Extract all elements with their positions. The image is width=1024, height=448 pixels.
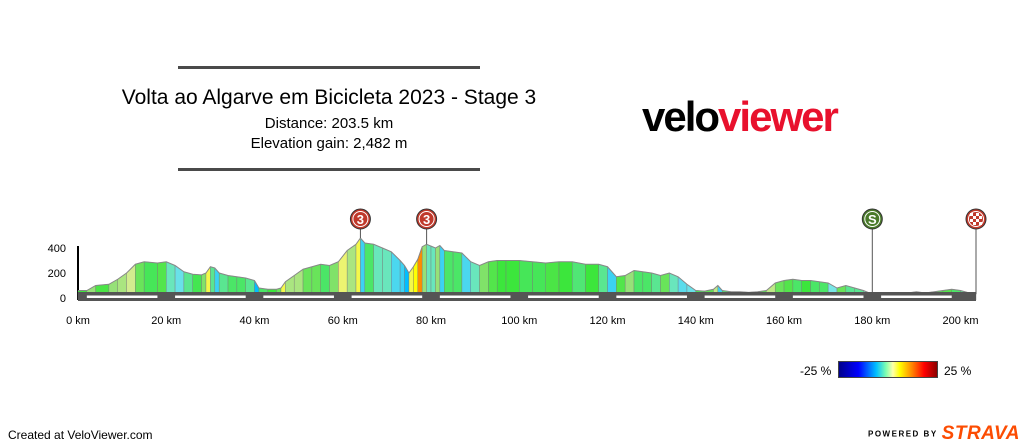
profile-segment [360,237,366,301]
x-tick-label: 120 km [589,315,625,327]
finish-flag-cell [973,216,976,219]
road-dash [175,295,246,298]
title-block: Volta ao Algarve em Bicicleta 2023 - Sta… [122,66,536,172]
finish-flag-cell [970,213,973,216]
finish-flag-cell [976,219,979,222]
marker-ring [864,211,881,227]
x-tick-label: 0 km [66,315,90,327]
legend-min-label: -25 % [800,364,832,378]
x-tick-label: 60 km [328,315,358,327]
profile-segment [435,245,441,301]
x-tick-label: 80 km [416,315,446,327]
marker-ring [968,211,984,227]
y-tick-label: 400 [48,243,66,255]
profile-segment [355,237,361,301]
finish-flag-cell [973,222,976,225]
finish-flag-cell [979,222,982,225]
logo-part-velo: velo [642,93,720,140]
x-tick-label: 20 km [151,315,181,327]
road-bar [78,292,976,301]
road-dash [704,295,776,298]
road-dash [351,295,423,298]
y-tick-label: 0 [60,293,66,305]
road-dash [263,295,334,298]
road-dash [792,295,864,298]
legend-max-label: 25 % [944,364,972,378]
road-dash [528,295,599,298]
title-rule-top [178,66,480,69]
logo-part-viewer: viewer [718,93,839,140]
profile-outline [78,237,977,295]
elevation-gain-text: Elevation gain: 2,482 m [250,135,408,152]
x-tick-label: 180 km [854,315,890,327]
y-tick-label: 200 [48,268,66,280]
stage-title: Volta ao Algarve em Bicicleta 2023 - Sta… [121,86,537,109]
strava-logo: STRAVA [941,423,1020,444]
road-dash [439,295,511,298]
finish-flag-cell [970,219,973,222]
elevation-profile-chart: 0 200 400 0 km 20 km 40 km 60 km 80 km 100 km 120… [48,208,987,327]
gradient-legend-bar [838,361,938,378]
profile-segment [421,243,427,301]
created-at-text: Created at VeloViewer.com [8,428,153,442]
marker-label: 3 [357,212,364,227]
marker-ring [352,211,369,227]
powered-by-text: POWERED BY [868,429,938,439]
marker-label: 3 [423,212,430,227]
finish-flag-cell [976,213,979,216]
x-tick-label: 40 km [240,315,270,327]
title-rule-bottom [178,168,480,171]
road-dash [616,295,687,298]
road-dash [881,295,952,298]
distance-text: Distance: 203.5 km [264,115,394,132]
profile-segment [346,243,357,301]
road-dash [86,295,158,298]
profile-segment [373,243,383,301]
marker-ring [418,211,435,227]
strava-badge: POWERED BY STRAVA [868,423,1020,445]
x-tick-label: 140 km [678,315,714,327]
veloviewer-logo: veloviewer [642,93,839,140]
finish-flag-cell [979,216,982,219]
profile-segment [430,245,436,301]
x-tick-label: 160 km [766,315,802,327]
profile-segment [364,242,374,301]
marker-label: S [868,212,877,227]
x-tick-label: 200 km [943,315,979,327]
profile-segment [426,243,432,301]
profile-segment [439,244,445,301]
x-tick-label: 100 km [501,315,537,327]
